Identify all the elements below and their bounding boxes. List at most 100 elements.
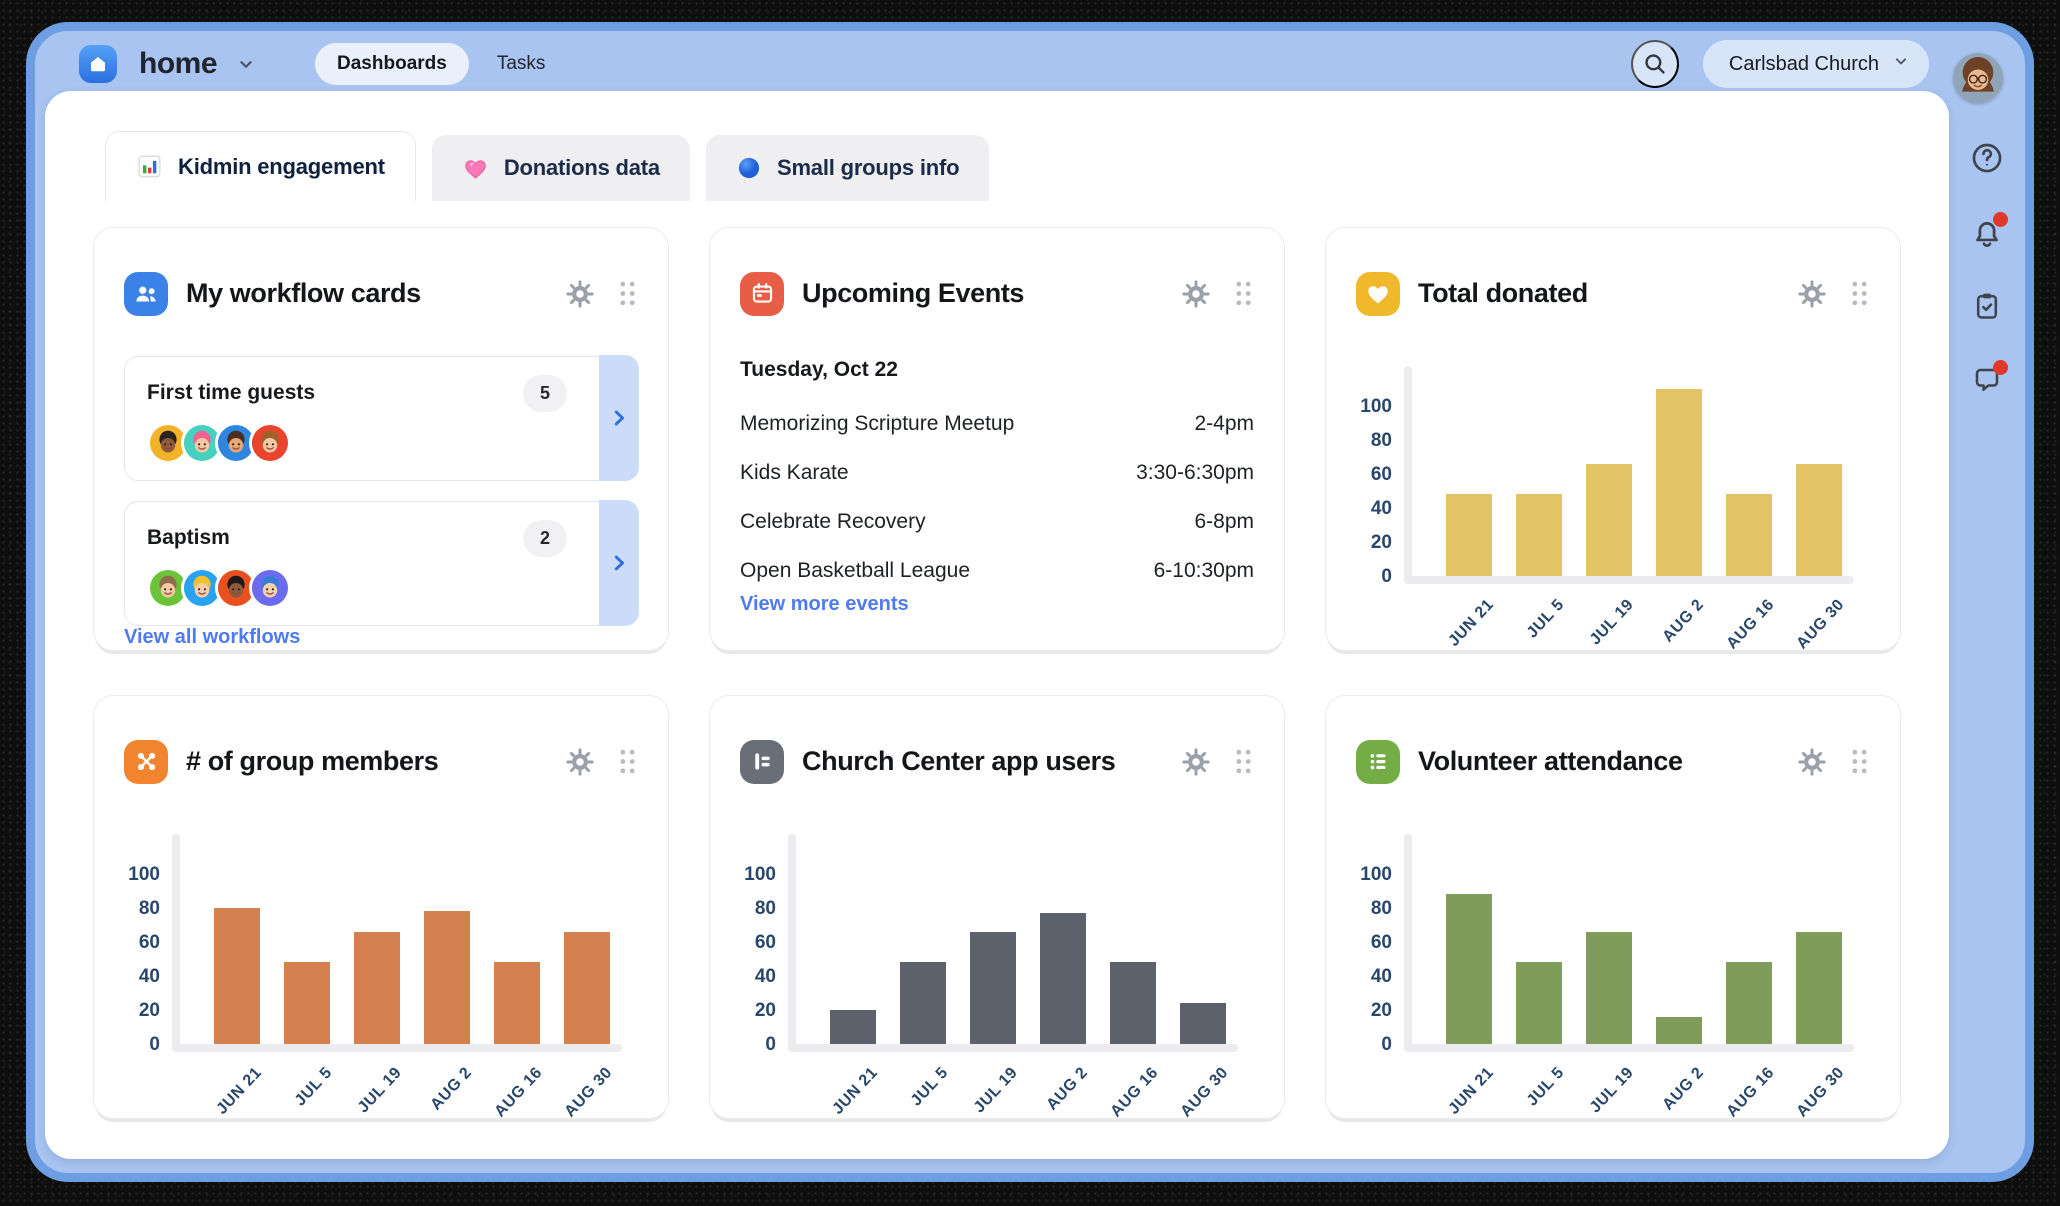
settings-gear-icon[interactable]	[1181, 747, 1211, 777]
help-icon[interactable]	[1970, 141, 2004, 175]
card-total-donated: Total donated 0 20 40 60 80 100 JUN 21 JUL 5 JUL…	[1325, 227, 1901, 653]
card-title: Upcoming Events	[802, 278, 1025, 309]
event-name: Celebrate Recovery	[740, 509, 926, 533]
bar-column: JUN 21	[830, 836, 881, 1118]
y-axis: 0 20 40 60 80 100	[126, 836, 172, 1054]
settings-gear-icon[interactable]	[565, 279, 595, 309]
drag-handle-icon[interactable]	[1233, 748, 1254, 775]
y-tick-label: 0	[149, 1033, 160, 1055]
drag-handle-icon[interactable]	[617, 280, 638, 307]
view-more-events-link[interactable]: View more events	[740, 593, 909, 615]
chat-bubble-icon[interactable]	[1970, 360, 2008, 397]
user-avatar[interactable]	[1953, 53, 2003, 103]
bar-column: AUG 16	[1723, 836, 1777, 1120]
events-list: Memorizing Scripture Meetup 2-4pm Kids Kar…	[740, 412, 1254, 583]
count-badge: 2	[522, 519, 567, 557]
list-icon	[1356, 739, 1400, 784]
settings-gear-icon[interactable]	[1797, 747, 1827, 777]
avatar-group	[147, 566, 567, 609]
card-my-workflow-cards: My workflow cards First time guests 5	[93, 227, 669, 651]
tab-label: Small groups info	[776, 155, 960, 180]
event-name: Kids Karate	[740, 460, 849, 484]
event-time: 6-8pm	[1194, 509, 1254, 533]
bar	[1656, 1016, 1702, 1044]
drag-handle-icon[interactable]	[1849, 280, 1870, 307]
tab-donations-data[interactable]: Donations data	[431, 135, 690, 201]
x-tick-label: AUG 16	[491, 1063, 546, 1121]
bar-column: JUL 19	[1586, 368, 1637, 648]
tab-small-groups-info[interactable]: Small groups info	[705, 135, 990, 201]
x-tick-label: JUL 5	[1523, 595, 1568, 642]
y-tick-label: 0	[765, 1033, 776, 1055]
bar-chart-volunteer-attendance: 0 20 40 60 80 100 JUN 21 JUL 5 JUL 19 AUG 2 AUG 16…	[1356, 833, 1870, 1120]
tasks-clipboard-icon[interactable]	[1970, 289, 2004, 323]
bar	[1726, 962, 1772, 1044]
workflow-open-chevron[interactable]	[598, 355, 639, 482]
bar	[1516, 962, 1562, 1044]
org-selector[interactable]: Carlsbad Church	[1702, 40, 1929, 88]
bar	[900, 962, 946, 1044]
y-tick-label: 80	[1370, 429, 1392, 451]
workflow-item[interactable]: Baptism 2	[124, 500, 639, 627]
bar	[1586, 931, 1632, 1044]
drag-handle-icon[interactable]	[1849, 748, 1870, 775]
y-tick-label: 100	[1360, 395, 1392, 417]
main-panel: Kidmin engagement Donations data Small gro…	[45, 91, 1949, 1159]
home-logo-icon[interactable]	[79, 45, 117, 83]
bar-chart-church-center-app-users: 0 20 40 60 80 100 JUN 21 JUL 5 JUL 19 AUG 2 AUG 16…	[740, 833, 1254, 1120]
tab-kidmin-engagement[interactable]: Kidmin engagement	[105, 131, 416, 201]
workflow-name-row: First time guests 5	[147, 374, 567, 412]
pink-heart-icon	[462, 155, 489, 182]
workflow-open-chevron[interactable]	[598, 500, 639, 627]
bar	[1110, 962, 1156, 1044]
y-axis-line	[1404, 833, 1412, 1052]
settings-gear-icon[interactable]	[1181, 279, 1211, 309]
event-row: Celebrate Recovery 6-8pm	[740, 510, 1254, 534]
search-icon[interactable]	[1630, 40, 1679, 88]
workflow-list: First time guests 5 Baptism 2	[124, 355, 639, 627]
y-tick-label: 40	[138, 965, 160, 987]
x-tick-label: JUL 19	[354, 1063, 406, 1117]
card-header: Volunteer attendance	[1356, 724, 1870, 800]
top-bar: home Dashboards Tasks Carlsbad Church	[35, 31, 2025, 91]
x-tick-label: JUN 21	[1445, 595, 1498, 650]
bar-column: JUL 19	[970, 836, 1021, 1116]
drag-handle-icon[interactable]	[1233, 280, 1254, 307]
bar	[284, 962, 330, 1044]
plot-area: JUN 21 JUL 5 JUL 19 AUG 2 AUG 16 AUG 30	[172, 833, 622, 1120]
nav-tasks[interactable]: Tasks	[496, 53, 546, 74]
bar	[1796, 931, 1842, 1044]
chevron-down-icon[interactable]	[235, 53, 257, 75]
view-all-workflows-link[interactable]: View all workflows	[124, 625, 301, 648]
event-row: Kids Karate 3:30-6:30pm	[740, 461, 1254, 485]
y-tick-label: 60	[1370, 931, 1392, 953]
x-tick-label: JUN 21	[829, 1063, 882, 1118]
y-tick-label: 40	[754, 965, 776, 987]
x-tick-label: AUG 30	[1793, 595, 1848, 653]
bar-column: AUG 2	[424, 836, 475, 1113]
y-tick-label: 80	[754, 897, 776, 919]
bar-column: AUG 16	[491, 836, 545, 1120]
bar-column: JUL 5	[1516, 836, 1567, 1109]
bar-column: JUN 21	[214, 836, 265, 1118]
settings-gear-icon[interactable]	[1797, 279, 1827, 309]
notification-badge-dot	[1993, 360, 2008, 375]
y-axis-line	[172, 833, 180, 1052]
card-controls	[1797, 279, 1870, 309]
workflow-item[interactable]: First time guests 5	[124, 355, 639, 482]
plot-area: JUN 21 JUL 5 JUL 19 AUG 2 AUG 16 AUG 30	[788, 833, 1238, 1120]
bar	[1446, 894, 1492, 1044]
card-title: Church Center app users	[802, 746, 1116, 777]
bar	[830, 1009, 876, 1044]
settings-gear-icon[interactable]	[565, 747, 595, 777]
drag-handle-icon[interactable]	[617, 748, 638, 775]
bar	[424, 911, 470, 1044]
notifications-bell-icon[interactable]	[1970, 212, 2008, 249]
events-date: Tuesday, Oct 22	[740, 357, 898, 381]
dashboard-tabs: Kidmin engagement Donations data Small gro…	[93, 131, 1901, 201]
nav-dashboards[interactable]: Dashboards	[315, 43, 469, 85]
bars-group: JUN 21 JUL 5 JUL 19 AUG 2 AUG 16 AUG 30	[830, 836, 1231, 1120]
workflow-name: First time guests	[147, 381, 316, 405]
card-controls	[1797, 747, 1870, 777]
avatar-group	[147, 421, 567, 464]
